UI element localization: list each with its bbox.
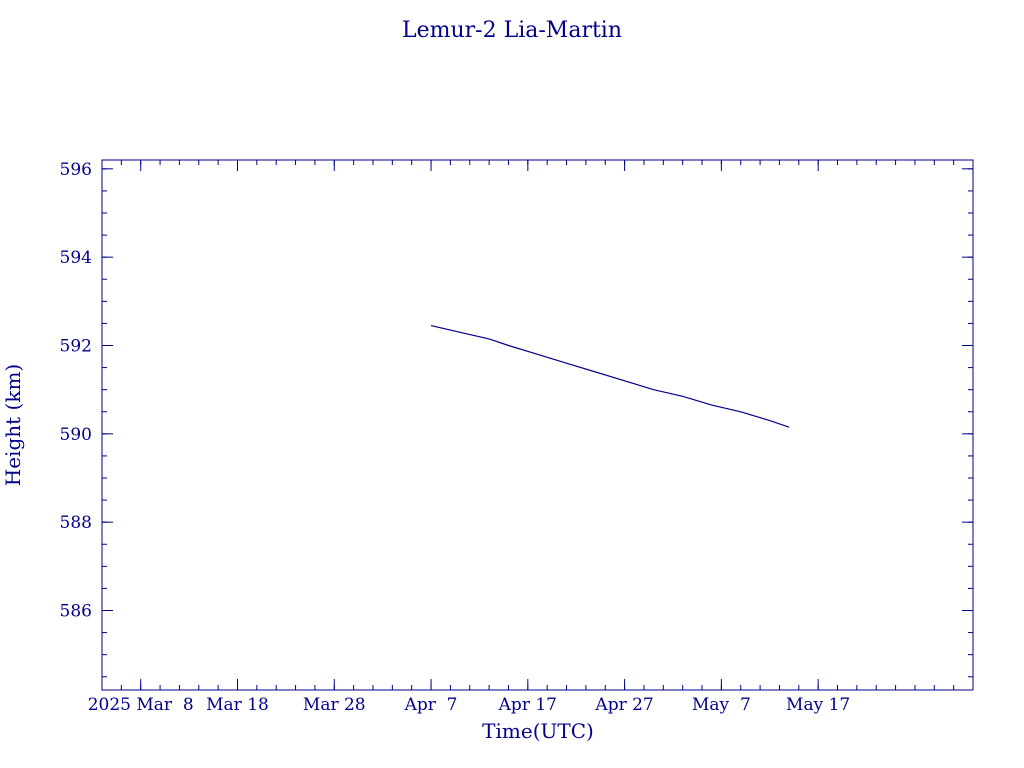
y-tick-label: 588 [60,513,92,533]
y-tick-label: 596 [60,160,92,180]
y-axis-label: Height (km) [1,364,25,486]
x-tick-label: May 7 [692,695,751,715]
plot-frame [101,159,974,691]
x-tick-label: Mar 18 [206,695,269,715]
x-tick-label: May 17 [786,695,850,715]
y-tick-label: 594 [60,248,92,268]
x-axis: 2025 Mar 8 Mar 18 Mar 28 Apr 7 Apr 17 Apr 27 M… [88,160,974,715]
y-tick-label: 592 [60,337,92,357]
x-axis-label: Time(UTC) [482,719,594,743]
x-tick-label: Apr 17 [498,695,557,715]
x-tick-label: Apr 7 [404,695,458,715]
y-tick-label: 590 [60,425,92,445]
x-tick-label: Apr 27 [594,695,653,715]
series-line [430,325,790,428]
y-axis: 586 588 590 592 594 596 [60,160,973,678]
x-tick-label: 2025 Mar 8 [88,695,194,715]
x-tick-label: Mar 28 [303,695,366,715]
chart-title: Lemur-2 Lia-Martin [402,18,622,43]
y-tick-label: 586 [60,602,92,622]
